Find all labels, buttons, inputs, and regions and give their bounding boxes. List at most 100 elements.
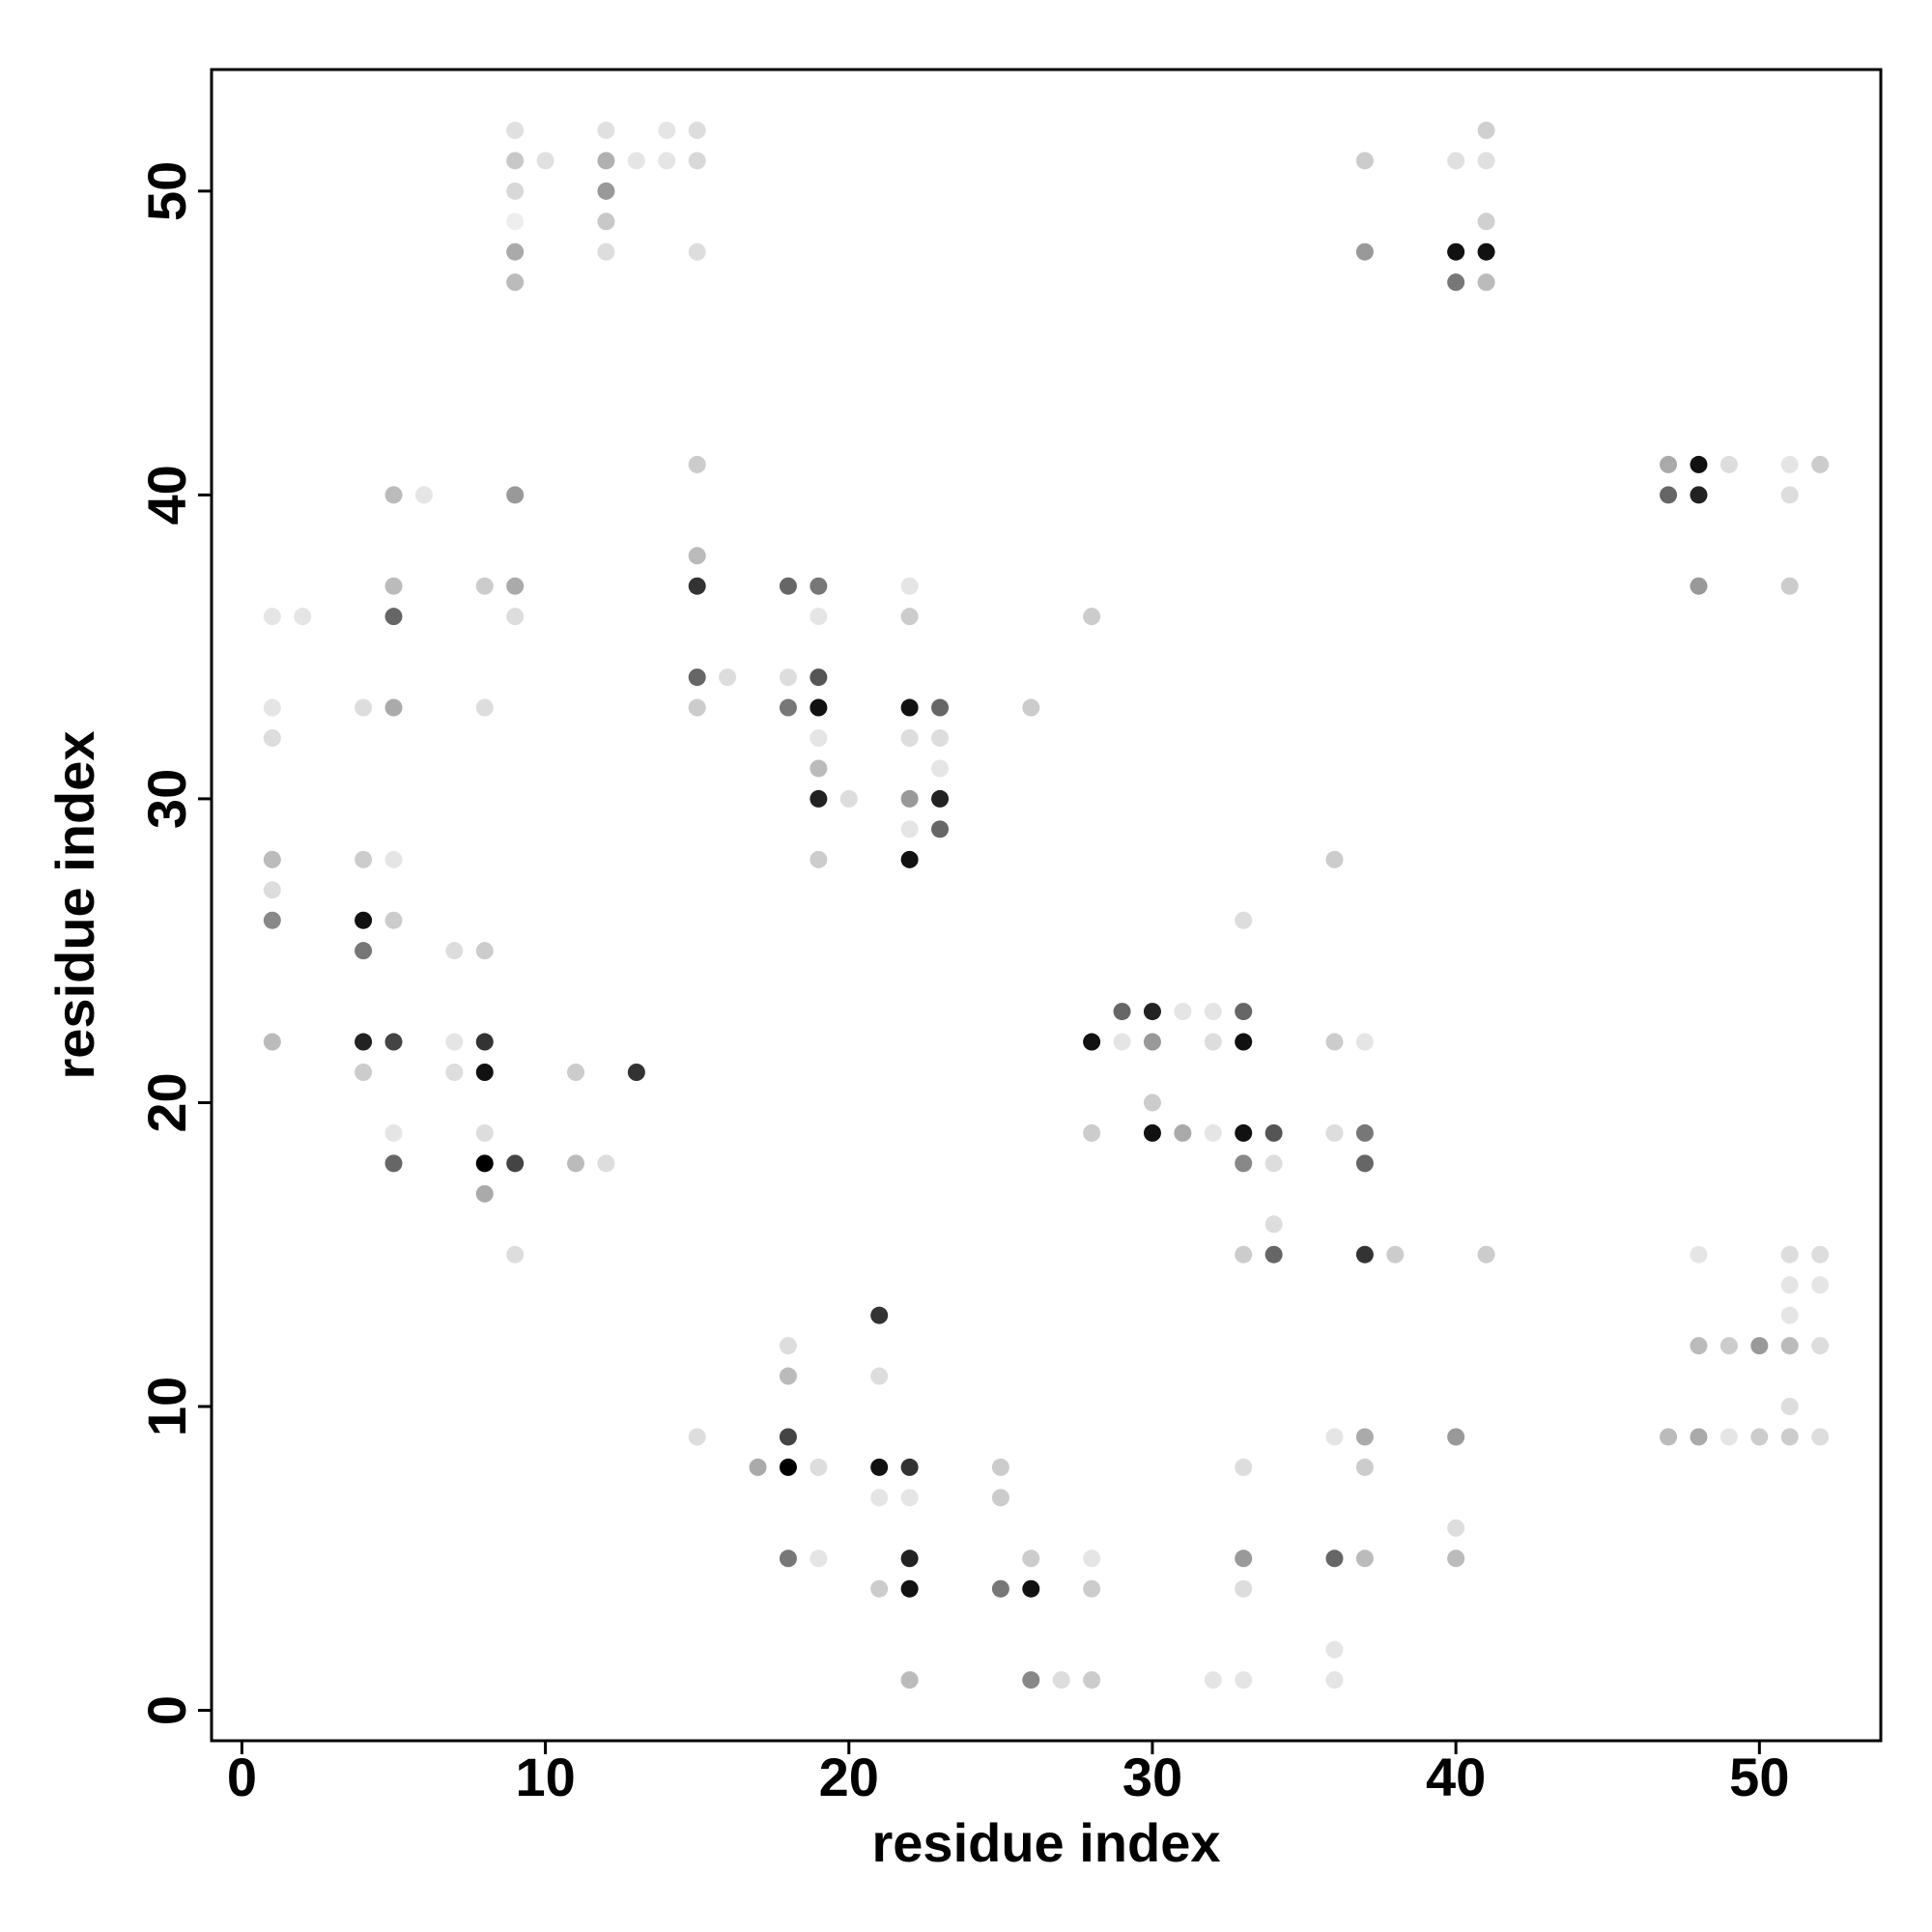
point [567, 1064, 585, 1081]
point [1690, 455, 1708, 473]
point [1022, 1549, 1040, 1568]
point [384, 698, 403, 717]
point [445, 942, 464, 960]
point [870, 1367, 889, 1385]
point [1083, 1123, 1101, 1142]
point [900, 729, 919, 747]
point [1143, 1033, 1161, 1051]
point [475, 1123, 494, 1142]
point [1235, 1458, 1253, 1476]
point [870, 1579, 889, 1598]
point [384, 577, 403, 595]
point [1811, 1337, 1830, 1355]
point [475, 1064, 494, 1081]
point [355, 698, 373, 717]
point [627, 1064, 645, 1081]
point [1325, 850, 1344, 868]
point [1235, 1579, 1253, 1598]
point [810, 1549, 828, 1568]
point [506, 608, 525, 626]
point [1447, 242, 1465, 261]
point [263, 911, 281, 929]
point [1447, 152, 1465, 170]
point [506, 121, 525, 139]
point [810, 577, 828, 595]
point [506, 1154, 525, 1173]
point [355, 942, 373, 960]
point [870, 1489, 889, 1507]
y-tick-label: 20 [136, 1072, 197, 1132]
point [597, 1154, 615, 1173]
point [1811, 1276, 1830, 1294]
point [1113, 1003, 1131, 1021]
point [839, 789, 858, 808]
point [384, 911, 403, 929]
point [1690, 486, 1708, 504]
point [1355, 1123, 1374, 1142]
point [870, 1306, 889, 1324]
point [1447, 1549, 1465, 1568]
point [355, 911, 373, 929]
point [810, 789, 828, 808]
point [779, 1367, 797, 1385]
point [1477, 1245, 1495, 1264]
point [1355, 242, 1374, 261]
point [1022, 698, 1040, 717]
point [1355, 1245, 1374, 1264]
point [1113, 1033, 1131, 1051]
point [688, 455, 706, 473]
point [1235, 911, 1253, 929]
point [1477, 213, 1495, 231]
point [384, 608, 403, 626]
point [294, 608, 312, 626]
point [900, 1458, 919, 1476]
point [1355, 1549, 1374, 1568]
point [1477, 273, 1495, 292]
point [810, 850, 828, 868]
point [810, 698, 828, 717]
point [1143, 1094, 1161, 1112]
point [1083, 1033, 1101, 1051]
point [779, 1428, 797, 1446]
point [263, 608, 281, 626]
point [688, 242, 706, 261]
x-tick-label: 0 [227, 1747, 257, 1807]
point [1690, 1428, 1708, 1446]
point [931, 729, 950, 747]
point [1811, 455, 1830, 473]
point [355, 1064, 373, 1081]
point [1052, 1671, 1070, 1690]
point [931, 759, 950, 778]
point [1477, 242, 1495, 261]
point [688, 152, 706, 170]
point [475, 698, 494, 717]
point [1780, 486, 1799, 504]
point [1811, 1428, 1830, 1446]
point [658, 121, 676, 139]
point [1174, 1003, 1192, 1021]
y-tick-label: 0 [136, 1695, 197, 1725]
point [384, 850, 403, 868]
point [1022, 1671, 1040, 1690]
point [719, 668, 737, 687]
point [1235, 1549, 1253, 1568]
point [1355, 1154, 1374, 1173]
point [1355, 152, 1374, 170]
point [1780, 577, 1799, 595]
point [1204, 1033, 1222, 1051]
x-tick-label: 20 [819, 1747, 879, 1807]
point [506, 273, 525, 292]
x-tick-label: 40 [1426, 1747, 1486, 1807]
point [1477, 121, 1495, 139]
x-tick-label: 10 [515, 1747, 575, 1807]
point [445, 1033, 464, 1051]
point [1719, 1337, 1738, 1355]
point [1780, 1276, 1799, 1294]
point [384, 1154, 403, 1173]
point [991, 1458, 1009, 1476]
point [900, 820, 919, 838]
point [1143, 1003, 1161, 1021]
point [1355, 1428, 1374, 1446]
point [1719, 455, 1738, 473]
